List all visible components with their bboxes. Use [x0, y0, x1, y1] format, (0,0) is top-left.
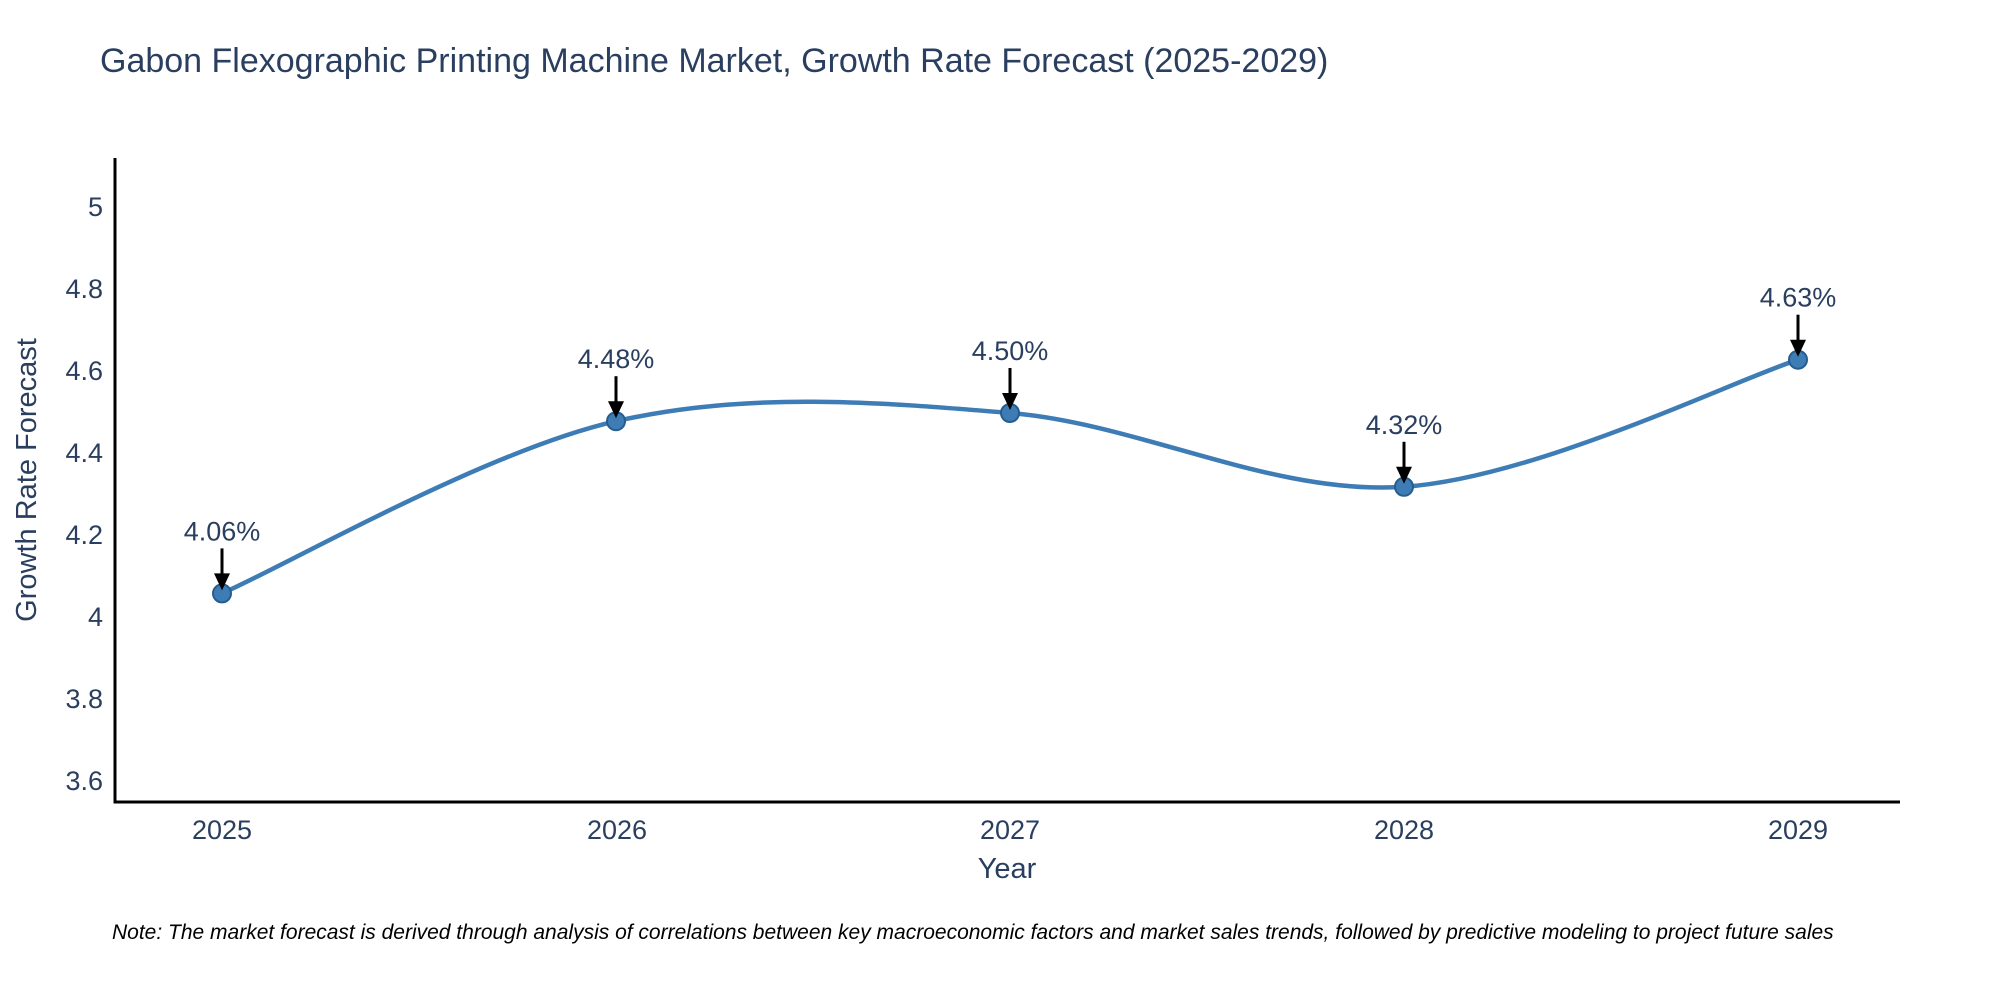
y-tick-label: 5	[88, 192, 103, 222]
point-label-2029: 4.63%	[1760, 283, 1837, 313]
point-label-2025: 4.06%	[184, 516, 261, 546]
annotation-arrowhead-icon	[1002, 393, 1018, 410]
point-label-2027: 4.50%	[972, 336, 1049, 366]
y-tick-labels: 5 4.8 4.6 4.4 4.2 4 3.8 3.6	[65, 192, 103, 796]
annotation-arrowhead-icon	[214, 573, 230, 591]
point-label-2026: 4.48%	[578, 344, 655, 374]
series-growth-rate-forecast	[212, 349, 1808, 604]
point-label-2028: 4.32%	[1366, 410, 1443, 440]
x-tick-label: 2027	[980, 815, 1040, 845]
y-tick-label: 3.8	[65, 684, 103, 714]
chart-footnote: Note: The market forecast is derived thr…	[112, 921, 1834, 944]
chart-title: Gabon Flexographic Printing Machine Mark…	[100, 42, 1328, 80]
x-axis-title: Year	[978, 853, 1037, 885]
x-tick-labels: 2025 2026 2027 2028 2029	[192, 815, 1828, 845]
y-axis-title: Growth Rate Forecast	[11, 338, 43, 622]
x-tick-label: 2026	[587, 815, 647, 845]
y-tick-label: 4.6	[65, 356, 103, 386]
x-tick-label: 2025	[192, 815, 252, 845]
annotation-arrowhead-icon	[1790, 339, 1806, 357]
y-tick-label: 4.2	[65, 520, 103, 550]
y-tick-label: 3.6	[65, 766, 103, 796]
y-tick-label: 4.8	[65, 274, 103, 304]
point-annotations: 4.06% 4.48% 4.50% 4.32% 4.63%	[184, 283, 1837, 591]
x-tick-label: 2029	[1768, 815, 1828, 845]
x-tick-label: 2028	[1374, 815, 1434, 845]
annotation-arrowhead-icon	[608, 401, 624, 419]
y-tick-label: 4.4	[65, 438, 103, 468]
annotation-arrowhead-icon	[1396, 466, 1412, 484]
y-tick-label: 4	[88, 602, 103, 632]
